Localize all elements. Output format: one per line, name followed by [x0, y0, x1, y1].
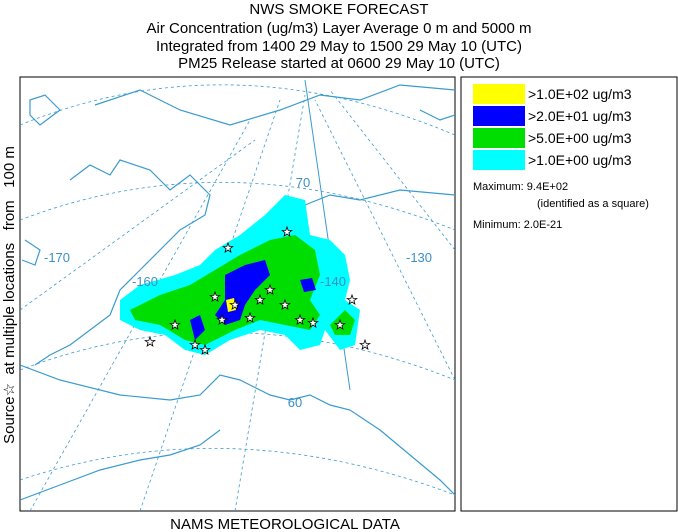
side-label: Source☆ at multiple locations from 100 m — [1, 146, 18, 444]
subtitle: Air Concentration (ug/m3) Layer Average … — [147, 20, 532, 37]
legend-label: >5.0E+00 ug/m3 — [528, 130, 632, 146]
maximum-note: (identified as a square) — [537, 198, 649, 210]
lat-label: 60 — [288, 395, 302, 410]
lon-label: -140 — [320, 274, 346, 289]
legend-swatch — [473, 150, 525, 170]
subtitle: Integrated from 1400 29 May to 1500 29 M… — [156, 38, 522, 55]
legend: Maximum: 9.4E+02 (identified as a square… — [460, 76, 678, 512]
legend-label: >2.0E+01 ug/m3 — [528, 108, 632, 124]
legend-swatch — [473, 106, 525, 126]
lon-label: -160 — [132, 274, 158, 289]
map: -170 -160 -140 -130 70 60 — [19, 76, 456, 512]
subtitle: PM25 Release started at 0600 29 May 10 (… — [178, 55, 500, 72]
lat-label: 70 — [296, 175, 310, 190]
lon-label: -170 — [44, 250, 70, 265]
legend-label: >1.0E+02 ug/m3 — [528, 86, 632, 102]
title: NWS SMOKE FORECAST — [249, 1, 428, 18]
legend-swatch — [473, 128, 525, 148]
legend-swatch — [473, 84, 525, 104]
minimum: Minimum: 2.0E-21 — [473, 219, 562, 231]
legend-label: >1.0E+00 ug/m3 — [528, 152, 632, 168]
lon-label: -130 — [406, 250, 432, 265]
maximum: Maximum: 9.4E+02 — [473, 181, 568, 193]
footer: NAMS METEOROLOGICAL DATA — [170, 516, 400, 532]
